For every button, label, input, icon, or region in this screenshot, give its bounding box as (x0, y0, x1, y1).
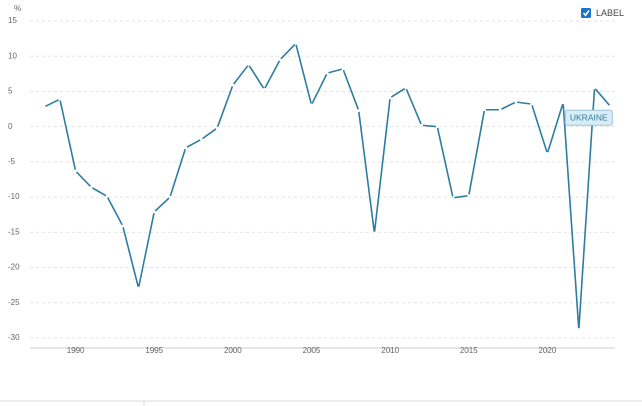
data-point (593, 86, 596, 90)
x-tick-label: 2000 (224, 346, 242, 355)
x-tick-label: 1995 (145, 346, 163, 355)
data-point (184, 146, 188, 150)
data-point (608, 104, 612, 108)
data-point (105, 195, 109, 198)
data-point (58, 97, 62, 101)
series-tag: UKRAINE (570, 112, 608, 122)
data-point (435, 125, 439, 129)
data-point (74, 169, 78, 173)
y-unit: % (14, 4, 21, 13)
data-point (451, 196, 455, 200)
data-point (420, 123, 423, 127)
data-point (467, 194, 471, 198)
y-tick-label: -5 (8, 157, 16, 166)
data-point (514, 100, 518, 104)
x-tick-label: 2015 (460, 346, 478, 355)
data-point (168, 195, 172, 199)
data-point (498, 108, 502, 112)
data-point (530, 102, 534, 106)
x-tick-label: 1990 (67, 346, 85, 355)
data-point (404, 86, 408, 90)
data-point (121, 224, 125, 228)
y-tick-label: -10 (8, 192, 20, 201)
y-tick-label: -20 (8, 263, 20, 272)
legend-checkbox[interactable] (581, 8, 591, 18)
y-tick-label: 15 (8, 16, 17, 25)
y-tick-label: -15 (8, 227, 20, 236)
data-point (561, 101, 565, 105)
data-point (247, 63, 250, 67)
data-point (545, 152, 549, 155)
data-point (278, 58, 282, 62)
series-tag-box (564, 109, 613, 126)
data-point (341, 67, 345, 71)
data-point (215, 126, 219, 130)
data-point (137, 286, 140, 290)
x-tick-label: 2010 (381, 346, 399, 355)
x-tick-label: 2005 (303, 346, 321, 355)
data-point (200, 137, 203, 141)
series-line (43, 42, 611, 331)
data-point (152, 210, 156, 214)
data-point (310, 103, 313, 107)
legend-label[interactable]: LABEL (596, 8, 624, 18)
data-point (231, 83, 235, 87)
data-point (262, 87, 266, 91)
y-tick-label: 0 (8, 122, 13, 131)
y-tick-label: -25 (8, 298, 20, 307)
data-point (325, 71, 329, 75)
data-point (89, 185, 93, 189)
data-point (42, 105, 46, 109)
y-tick-label: 10 (8, 51, 17, 60)
x-tick-label: 2020 (538, 346, 556, 355)
y-tick-label: 5 (8, 87, 13, 96)
y-tick-label: -30 (8, 333, 20, 342)
data-point (388, 96, 392, 100)
data-point (577, 328, 581, 331)
data-point (483, 108, 486, 112)
legend-check (582, 10, 590, 17)
data-point (357, 109, 361, 112)
data-point (372, 231, 376, 235)
data-point (294, 42, 298, 45)
